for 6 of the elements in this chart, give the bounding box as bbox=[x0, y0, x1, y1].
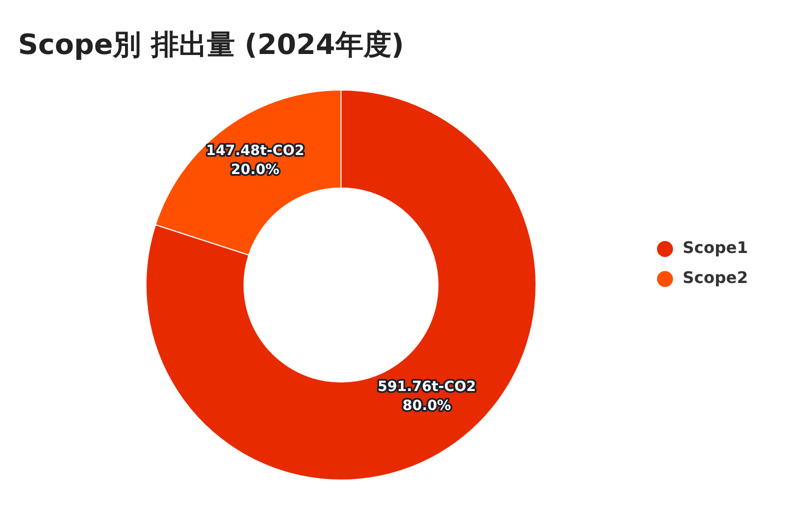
donut-slice bbox=[146, 90, 536, 480]
legend-label: Scope2 bbox=[682, 268, 748, 287]
data-label: 591.76t-CO2 80.0% bbox=[378, 379, 476, 414]
chart-title: Scope別 排出量 (2024年度) bbox=[18, 27, 404, 63]
data-label: 147.48t-CO2 20.0% bbox=[206, 142, 304, 178]
legend-label: Scope1 bbox=[682, 238, 748, 257]
